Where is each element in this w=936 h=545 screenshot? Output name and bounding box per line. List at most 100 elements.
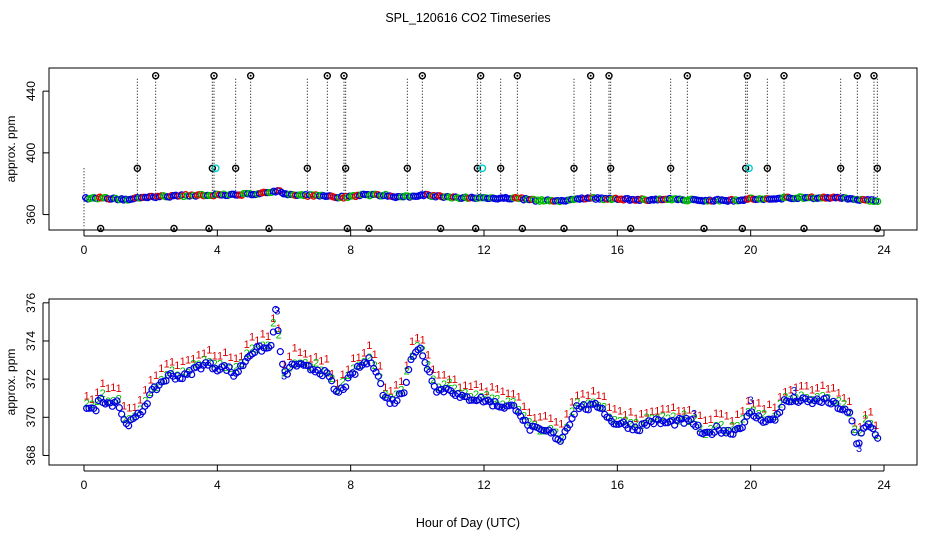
outlier-low-point — [365, 224, 373, 233]
series-2-point: 2 — [857, 427, 863, 439]
series-2-point: 2 — [84, 398, 90, 410]
outlier-low-point — [436, 224, 445, 233]
series-1-point: 1 — [334, 378, 340, 390]
series-1-point: 1 — [825, 384, 831, 396]
series-2-point: 2 — [110, 395, 116, 407]
series-1-point: 1 — [420, 335, 426, 347]
series-3-point — [818, 398, 826, 407]
series-2-point: 2 — [633, 417, 639, 429]
outlier-high-point — [340, 72, 348, 80]
series-3-point — [115, 404, 123, 412]
series-3-point — [314, 366, 322, 374]
series-1-point: 1 — [857, 422, 863, 434]
outlier-mid-point — [666, 164, 675, 172]
series-1-point: 1 — [372, 349, 378, 361]
series-1-point: 1 — [494, 384, 500, 396]
series-1-point: 1 — [84, 390, 90, 402]
series-1-point: 1 — [169, 357, 175, 369]
series-1-point: 1 — [585, 390, 591, 402]
series-1-point: 1 — [676, 405, 682, 417]
series-3-point — [430, 382, 438, 390]
series-2-point: 2 — [233, 361, 239, 373]
outlier-high-point-dot — [421, 74, 424, 77]
outlier-high-point — [780, 72, 788, 80]
series-3-point — [300, 361, 308, 369]
series-1-point: 1 — [457, 382, 463, 394]
outlier-high-point — [513, 72, 522, 80]
y-tick-label: 440 — [24, 81, 38, 101]
series-1-point: 1 — [409, 336, 415, 348]
outlier-low-point-dot — [208, 227, 210, 230]
series-1-point: 1 — [697, 410, 703, 422]
outlier-high-point-dot — [856, 74, 859, 77]
outlier-high-point — [586, 72, 595, 80]
series-1-point: 1 — [217, 350, 223, 362]
series-3-point — [598, 404, 606, 413]
outlier-low-point — [471, 224, 480, 233]
series-3-point — [393, 397, 401, 405]
outlier-low-point-dot — [268, 227, 270, 230]
figure-title: SPL_120616 CO2 Timeseries — [385, 11, 550, 25]
series-1-point: 1 — [814, 382, 820, 394]
series-1-point: 1 — [820, 380, 826, 392]
series-2-point: 2 — [820, 391, 826, 403]
outlier-low-point-dot — [803, 227, 805, 230]
series-3-point — [636, 427, 644, 435]
series-1-point: 1 — [308, 353, 314, 365]
series-3-point — [689, 420, 697, 428]
outlier-mid-point-dot — [573, 167, 575, 170]
outlier-low-point — [700, 224, 708, 233]
outlier-low-point — [626, 224, 635, 233]
series-1-point: 1 — [270, 313, 276, 325]
series-1-point: 1 — [281, 359, 287, 371]
outlier-low-point-dot — [346, 227, 349, 230]
outlier-mid-point-dot — [234, 167, 237, 170]
series-1-point: 1 — [212, 350, 218, 362]
series-1-point: 1 — [414, 333, 420, 345]
series-1-point: 1 — [318, 355, 324, 367]
series-1-point: 1 — [398, 376, 404, 388]
series-3-point — [843, 408, 851, 416]
outlier-low-point — [518, 224, 527, 233]
bottom-plot-frame — [48, 298, 918, 466]
series-3-point — [612, 420, 620, 428]
series-1-point: 1 — [286, 351, 292, 363]
series-3-label-point: 3 — [856, 443, 862, 455]
outlier-high-point-dot — [686, 74, 689, 77]
series-3-point — [125, 422, 133, 430]
outlier-low-point-dot — [474, 227, 477, 230]
series-2-point: 2 — [697, 423, 703, 435]
series-1-point: 1 — [574, 390, 580, 402]
series-1-point: 1 — [356, 352, 362, 364]
series-1-point: 1 — [793, 382, 799, 394]
series-1-point: 1 — [238, 351, 244, 363]
outlier-high-point — [853, 72, 862, 80]
outlier-mid-point-dot — [876, 167, 879, 170]
series-1-point: 1 — [201, 348, 207, 360]
series-3-point — [694, 421, 702, 429]
series-2-point: 2 — [313, 357, 319, 369]
series-1-point: 1 — [377, 361, 383, 373]
series-1-point: 1 — [761, 404, 767, 416]
top-y-axis-label: approx. ppm — [4, 116, 18, 183]
series-1-point: 1 — [526, 407, 532, 419]
series-2-point: 2 — [340, 377, 346, 389]
top-axis-ticks: 0 4 8 12 16 20 24 360 400 440 — [24, 81, 891, 257]
outlier-high-point-dot — [326, 74, 329, 77]
x-tick-label: 12 — [477, 243, 491, 257]
series-1-point: 1 — [596, 390, 602, 402]
series-3-point — [549, 428, 557, 436]
series-1-point: 1 — [713, 408, 719, 420]
series-3-label-point: 3 — [281, 370, 287, 382]
series-3-point — [92, 407, 100, 415]
series-2-point: 2 — [446, 377, 452, 389]
cyan-point — [478, 164, 487, 173]
series-1-point: 1 — [164, 359, 170, 371]
outlier-mid-point — [496, 164, 505, 172]
series-2-point: 2 — [334, 385, 340, 397]
y-tick-label: 370 — [24, 407, 38, 427]
series-1-point: 1 — [249, 331, 255, 343]
